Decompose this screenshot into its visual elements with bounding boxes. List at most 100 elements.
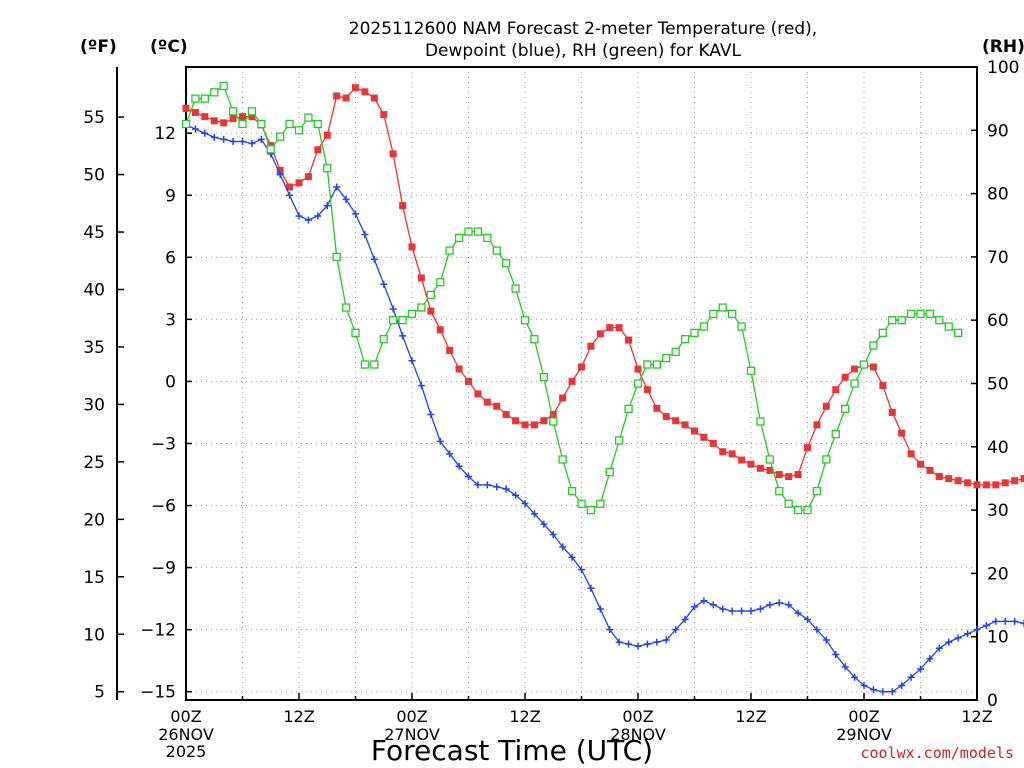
dewpoint-point [286, 191, 294, 199]
rh-point [906, 309, 916, 319]
rh-point [841, 404, 850, 413]
temperature-point [1020, 475, 1024, 483]
x-axis-label: Forecast Time (UTC) [371, 734, 653, 767]
temperature-point [530, 421, 538, 429]
dewpoint-point [521, 499, 529, 507]
rh-line [185, 85, 959, 511]
rh-point [304, 113, 313, 122]
dewpoint-point [191, 125, 199, 133]
chart-title-line1: 2025112600 NAM Forecast 2-meter Temperat… [349, 19, 817, 39]
temperature-point [248, 113, 256, 121]
dewpoint-point [530, 510, 538, 518]
celsius-unit-label: (ºC) [150, 37, 188, 57]
celsius-tick-label: 6 [165, 248, 176, 268]
rh-point [200, 94, 209, 103]
dewpoint-point [578, 566, 585, 574]
rh-point [916, 309, 925, 319]
temperature-point [446, 346, 454, 354]
celsius-tick-label: −9 [151, 559, 176, 579]
rh-point [850, 379, 859, 388]
temperature-point [323, 131, 331, 139]
celsius-tick-label: −15 [140, 683, 176, 703]
rh-tick-label: 20 [987, 564, 1009, 584]
rh-point [831, 429, 840, 439]
fahrenheit-tick-label: 10 [83, 625, 105, 645]
temperature-point [841, 373, 849, 381]
celsius-tick-label: 3 [165, 310, 176, 330]
rh-point [756, 417, 765, 426]
dewpoint-point [832, 650, 840, 658]
rh-point [643, 360, 652, 369]
temperature-point [964, 479, 972, 487]
rh-point [276, 132, 285, 141]
dewpoint-point [625, 640, 633, 648]
rh-point [624, 404, 633, 413]
dewpoint-point [615, 638, 623, 646]
rh-tick-label: 90 [987, 121, 1009, 141]
dewpoint-point [691, 603, 698, 611]
temperature-point [417, 274, 425, 282]
temperature-point [587, 342, 595, 350]
dewpoint-point [851, 673, 859, 681]
temperature-point [559, 394, 567, 402]
dewpoint-point [465, 473, 472, 481]
temperature-point [191, 109, 199, 117]
rh-point [511, 284, 520, 293]
temperature-point [182, 104, 190, 112]
temperature-point [549, 411, 557, 419]
rh-point [436, 278, 445, 287]
rh-point [502, 259, 511, 268]
dewpoint-point [352, 210, 359, 218]
temperature-point [691, 427, 698, 435]
dewpoint-point [483, 481, 491, 489]
temperature-point [606, 324, 614, 332]
temperature-point [502, 411, 510, 419]
rh-point [539, 373, 548, 382]
dewpoint-point [606, 626, 614, 634]
temperature-point [954, 477, 962, 485]
dewpoint-point [342, 195, 350, 203]
dewpoint-point [333, 183, 341, 191]
watermark-link[interactable]: coolwx.com/models [860, 744, 1014, 762]
fahrenheit-tick-label: 30 [83, 395, 105, 415]
temperature-point [700, 433, 708, 441]
celsius-tick-label: 0 [165, 372, 176, 392]
dewpoint-point [747, 607, 755, 615]
dewpoint-point [229, 137, 237, 145]
rh-point [793, 505, 803, 515]
dewpoint-point [568, 553, 576, 561]
rh-tick-label: 100 [987, 58, 1019, 78]
dewpoint-point [512, 491, 520, 499]
dewpoint-point [879, 688, 887, 696]
fahrenheit-unit-label: (ºF) [80, 37, 117, 57]
rh-point [558, 455, 567, 464]
rh-point [181, 119, 191, 129]
temperature-point [625, 336, 633, 344]
dewpoint-point [559, 543, 567, 551]
x-tick-label: 12Z [961, 707, 992, 726]
temperature-point [813, 421, 821, 429]
fahrenheit-tick-label: 35 [83, 338, 105, 358]
dewpoint-point [917, 665, 924, 673]
fahrenheit-tick-label: 15 [83, 568, 105, 588]
dewpoint-point [239, 137, 246, 145]
temperature-point [917, 460, 924, 468]
temperature-point [766, 466, 774, 474]
temperature-point [239, 113, 246, 121]
dewpoint-point [643, 640, 651, 648]
rh-point [483, 233, 492, 243]
dewpoint-point [455, 462, 463, 470]
fahrenheit-tick-label: 55 [83, 108, 105, 128]
rh-point [586, 505, 596, 515]
temperature-point [907, 450, 915, 458]
dewpoint-point [436, 437, 444, 445]
rh-tick-label: 40 [987, 438, 1009, 458]
dewpoint-point [926, 655, 934, 663]
temperature-point [672, 417, 680, 425]
temperature-point [399, 202, 407, 210]
rh-point [332, 252, 341, 262]
x-tick-label: 00Z [396, 707, 427, 726]
temperature-point [747, 460, 755, 468]
dewpoint-point [841, 663, 849, 671]
